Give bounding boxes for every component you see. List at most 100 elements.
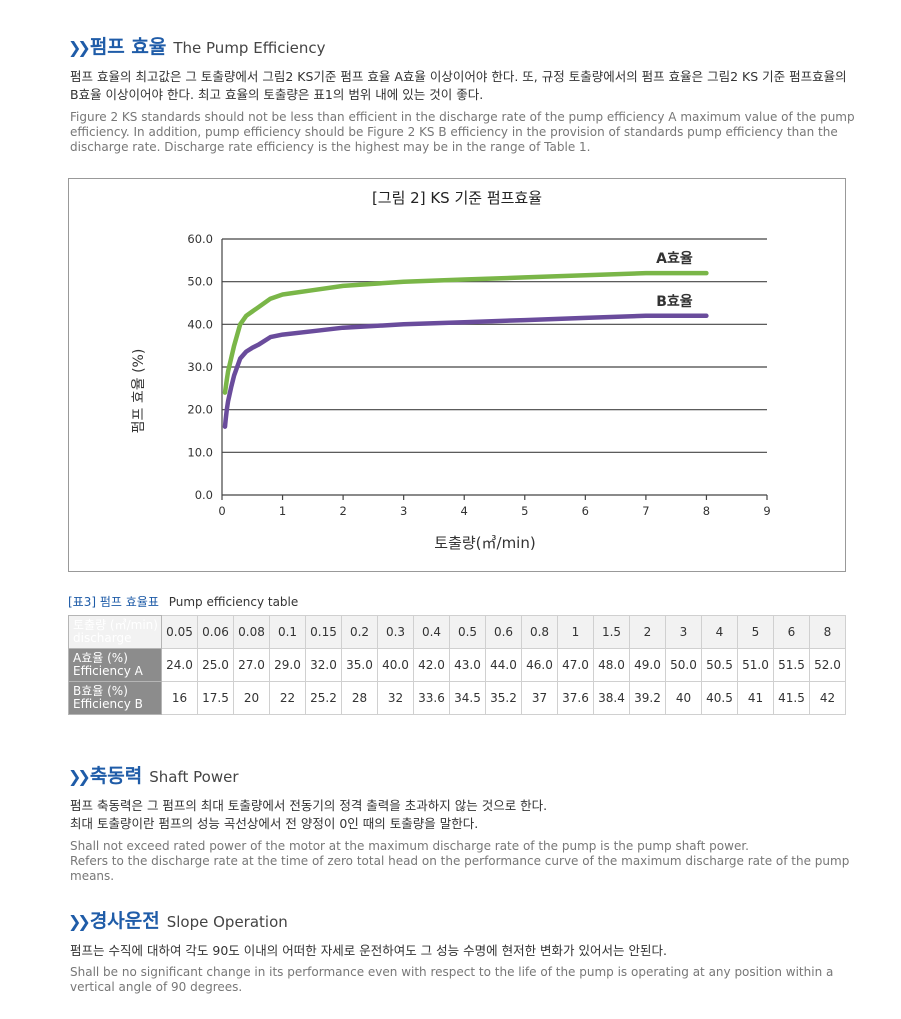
efficiency-paragraph-en: Figure 2 KS standards should not be less… bbox=[70, 110, 855, 154]
efficiency-chart: [그림 2] KS 기준 펌프효율 0.0 10.0 20.0 30.0 40.0 50.… bbox=[68, 178, 846, 572]
table-row-header: B효율 (%) Efficiency B bbox=[68, 681, 162, 715]
data-point bbox=[226, 370, 230, 373]
table-cell: 0.8 bbox=[521, 615, 558, 649]
slope-heading: ❯❯ 경사운전 Slope Operation bbox=[68, 906, 288, 933]
data-point bbox=[584, 316, 587, 320]
table-cell: 25.0 bbox=[197, 648, 234, 682]
table-cell: 0.4 bbox=[413, 615, 450, 649]
table-cell: 35.0 bbox=[341, 648, 378, 682]
data-point bbox=[225, 378, 229, 381]
shaft-title-en: Shaft Power bbox=[149, 768, 239, 786]
table-row-header: A효율 (%) Efficiency A bbox=[68, 648, 162, 682]
row-header-label-en: discharge bbox=[73, 631, 132, 645]
data-point bbox=[341, 284, 345, 288]
y-tick-label: 50.0 bbox=[187, 275, 213, 289]
table-cell: 38.4 bbox=[593, 681, 630, 715]
table-cell: 50.0 bbox=[665, 648, 702, 682]
x-tick-label: 4 bbox=[461, 504, 468, 518]
table-cell: 44.0 bbox=[485, 648, 522, 682]
row-header-label-ko: 토출량 (㎥/min) bbox=[73, 618, 158, 632]
table-cell: 0.15 bbox=[305, 615, 342, 649]
data-point bbox=[463, 278, 466, 281]
data-point bbox=[311, 289, 315, 292]
data-point bbox=[224, 387, 227, 390]
table-cell: 24.0 bbox=[161, 648, 198, 682]
table-cell: 25.2 bbox=[305, 681, 342, 715]
table-cell: 0.2 bbox=[341, 615, 378, 649]
table-cell: 1.5 bbox=[593, 615, 630, 649]
data-point bbox=[644, 314, 648, 317]
table-cell: 42.0 bbox=[413, 648, 450, 682]
data-point bbox=[229, 386, 233, 389]
data-point bbox=[584, 274, 587, 277]
shaft-heading: ❯❯ 축동력 Shaft Power bbox=[68, 761, 239, 788]
x-tick-label: 3 bbox=[400, 504, 407, 518]
data-point bbox=[257, 306, 260, 309]
row-header-label-en: Efficiency B bbox=[73, 697, 143, 711]
shaft-paragraph-en-1: Shall not exceed rated power of the moto… bbox=[70, 839, 749, 853]
table-cell: 29.0 bbox=[269, 648, 306, 682]
data-point bbox=[224, 419, 227, 422]
table-caption: [표3] 펌프 효율표 Pump efficiency table bbox=[68, 593, 298, 610]
series-line-a bbox=[222, 270, 709, 395]
x-tick-label: 5 bbox=[521, 504, 528, 518]
double-chevron-icon: ❯❯ bbox=[68, 767, 91, 786]
data-point bbox=[229, 357, 233, 360]
table-row: 토출량 (㎥/min) discharge 0.05 0.06 0.08 0.1 0.15 0… bbox=[68, 615, 846, 649]
table-cell: 48.0 bbox=[593, 648, 630, 682]
data-point bbox=[269, 335, 272, 339]
shaft-title-ko: 축동력 bbox=[89, 765, 143, 787]
table-cell: 28 bbox=[341, 681, 378, 715]
table-row-header: 토출량 (㎥/min) discharge bbox=[68, 615, 162, 649]
efficiency-heading: ❯❯ 펌프 효율 The Pump Efficiency bbox=[68, 32, 325, 59]
data-point bbox=[269, 297, 272, 300]
y-tick-label: 0.0 bbox=[195, 488, 213, 502]
x-tick-label: 1 bbox=[279, 504, 286, 518]
data-point bbox=[251, 310, 254, 313]
double-chevron-icon: ❯❯ bbox=[68, 912, 91, 931]
x-tick-label: 6 bbox=[582, 504, 589, 518]
table-cell: 22 bbox=[269, 681, 306, 715]
table-cell: 49.0 bbox=[629, 648, 666, 682]
table-cell: 35.2 bbox=[485, 681, 522, 715]
data-point bbox=[281, 293, 284, 296]
table-cell: 1 bbox=[557, 615, 594, 649]
table-cell: 51.5 bbox=[773, 648, 810, 682]
y-tick-label: 10.0 bbox=[187, 445, 213, 459]
table-cell: 41.5 bbox=[773, 681, 810, 715]
data-point bbox=[281, 333, 284, 336]
table-cell: 0.08 bbox=[233, 615, 270, 649]
table-cell: 5 bbox=[737, 615, 774, 649]
table-cell: 17.5 bbox=[197, 681, 234, 715]
table-cell: 41 bbox=[737, 681, 774, 715]
table-cell: 0.05 bbox=[161, 615, 198, 649]
table-cell: 39.2 bbox=[629, 681, 666, 715]
y-tick-label: 30.0 bbox=[187, 360, 213, 374]
x-tick-label: 2 bbox=[339, 504, 346, 518]
data-point bbox=[257, 343, 260, 347]
table-cell: 4 bbox=[701, 615, 738, 649]
double-chevron-icon: ❯❯ bbox=[68, 38, 91, 57]
table-cell: 0.06 bbox=[197, 615, 234, 649]
chart-y-label: 펌프 효율 (%) bbox=[131, 349, 147, 434]
series-line-b bbox=[222, 313, 709, 429]
efficiency-title-en: The Pump Efficiency bbox=[173, 39, 326, 57]
table-cell: 42 bbox=[809, 681, 846, 715]
x-tick-label: 7 bbox=[642, 504, 649, 518]
shaft-paragraph-ko-2: 최대 토출량이란 펌프의 성능 곡선상에서 전 양정이 0인 때의 토출량을 말… bbox=[70, 816, 479, 831]
data-point bbox=[463, 321, 466, 324]
table-cell: 34.5 bbox=[449, 681, 486, 715]
x-tick-label: 0 bbox=[218, 504, 225, 518]
slope-paragraph-en: Shall be no significant change in its pe… bbox=[70, 965, 834, 994]
x-tick-label: 9 bbox=[763, 504, 770, 518]
data-point bbox=[523, 318, 526, 322]
data-point bbox=[232, 374, 236, 377]
shaft-paragraph-en-2: Refers to the discharge rate at the time… bbox=[70, 854, 850, 883]
shaft-paragraph-ko-1: 펌프 축동력은 그 펌프의 최대 토출량에서 전동기의 정격 출력을 초과하지 … bbox=[70, 798, 548, 813]
table-cell: 33.6 bbox=[413, 681, 450, 715]
data-point bbox=[226, 399, 230, 403]
table-cell: 0.6 bbox=[485, 615, 522, 649]
table-cell: 27.0 bbox=[233, 648, 270, 682]
table-row: B효율 (%) Efficiency B 16 17.5 20 22 25.2 28 32 33.… bbox=[68, 681, 846, 715]
data-point bbox=[705, 314, 708, 317]
